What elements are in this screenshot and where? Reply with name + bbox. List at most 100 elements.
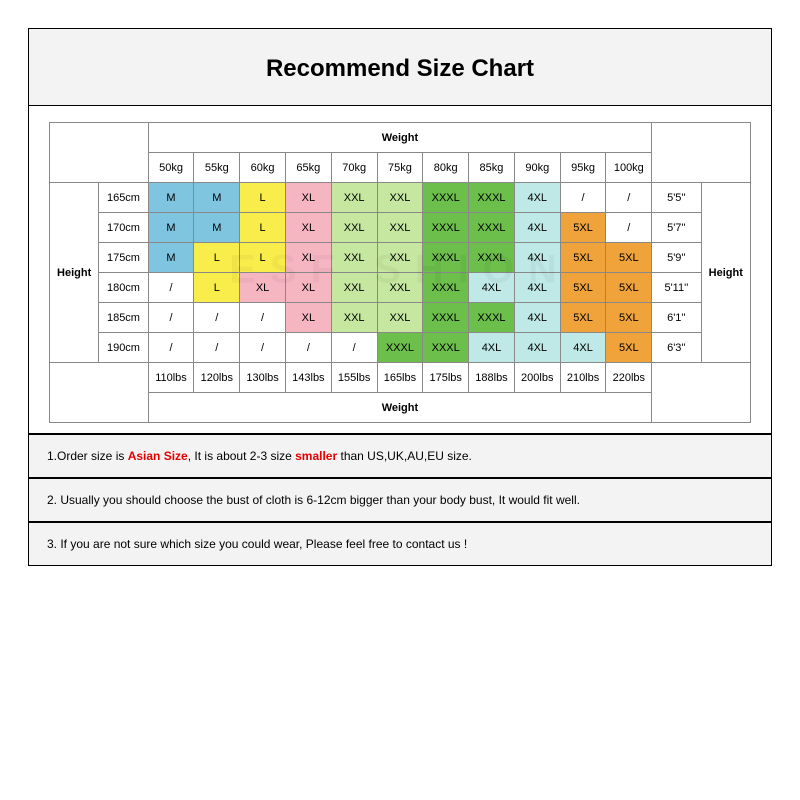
size-cell-3-10: 5XL: [606, 273, 652, 303]
size-chart: ESF SHION Weight50kg55kg60kg65kg70kg75kg…: [29, 106, 771, 433]
note-1-post: than US,UK,AU,EU size.: [337, 449, 472, 463]
size-cell-2-10: 5XL: [606, 243, 652, 273]
height-cm-0: 165cm: [99, 183, 148, 213]
size-cell-5-10: 5XL: [606, 333, 652, 363]
weight-kg-1: 55kg: [194, 153, 240, 183]
weight-kg-5: 75kg: [377, 153, 423, 183]
weight-kg-0: 50kg: [148, 153, 194, 183]
size-cell-4-9: 5XL: [560, 303, 606, 333]
size-cell-1-5: XXL: [377, 213, 423, 243]
size-cell-5-3: /: [285, 333, 331, 363]
size-cell-4-6: XXXL: [423, 303, 469, 333]
size-cell-5-6: XXXL: [423, 333, 469, 363]
size-cell-1-10: /: [606, 213, 652, 243]
size-cell-3-5: XXL: [377, 273, 423, 303]
height-cm-4: 185cm: [99, 303, 148, 333]
height-ft-4: 6'1'': [652, 303, 701, 333]
size-cell-1-9: 5XL: [560, 213, 606, 243]
size-cell-5-1: /: [194, 333, 240, 363]
weight-lbs-4: 155lbs: [331, 363, 377, 393]
weight-kg-6: 80kg: [423, 153, 469, 183]
size-cell-1-7: XXXL: [469, 213, 515, 243]
size-cell-1-8: 4XL: [514, 213, 560, 243]
note-3: 3. If you are not sure which size you co…: [29, 522, 771, 565]
size-cell-0-7: XXXL: [469, 183, 515, 213]
size-cell-5-8: 4XL: [514, 333, 560, 363]
size-cell-3-7: 4XL: [469, 273, 515, 303]
size-cell-4-5: XXL: [377, 303, 423, 333]
size-cell-2-7: XXXL: [469, 243, 515, 273]
size-cell-1-0: M: [148, 213, 194, 243]
weight-lbs-8: 200lbs: [514, 363, 560, 393]
height-ft-3: 5'11'': [652, 273, 701, 303]
size-cell-0-1: M: [194, 183, 240, 213]
size-cell-2-5: XXL: [377, 243, 423, 273]
height-cm-3: 180cm: [99, 273, 148, 303]
size-cell-2-2: L: [240, 243, 286, 273]
size-cell-1-1: M: [194, 213, 240, 243]
size-cell-5-5: XXXL: [377, 333, 423, 363]
corner-bottom-right: [652, 363, 751, 423]
corner-top-right: [652, 123, 751, 183]
size-cell-0-3: XL: [285, 183, 331, 213]
size-cell-2-3: XL: [285, 243, 331, 273]
weight-lbs-6: 175lbs: [423, 363, 469, 393]
weight-lbs-0: 110lbs: [148, 363, 194, 393]
height-ft-2: 5'9'': [652, 243, 701, 273]
size-cell-5-0: /: [148, 333, 194, 363]
size-cell-1-2: L: [240, 213, 286, 243]
size-cell-5-2: /: [240, 333, 286, 363]
size-cell-3-9: 5XL: [560, 273, 606, 303]
weight-header-top: Weight: [148, 123, 652, 153]
size-cell-3-3: XL: [285, 273, 331, 303]
size-cell-3-0: /: [148, 273, 194, 303]
size-cell-1-4: XXL: [331, 213, 377, 243]
size-cell-0-6: XXXL: [423, 183, 469, 213]
weight-lbs-3: 143lbs: [285, 363, 331, 393]
note-1-mid: , It is about 2-3 size: [188, 449, 295, 463]
corner-top-left: [50, 123, 149, 183]
corner-bottom-left: [50, 363, 149, 423]
size-cell-5-4: /: [331, 333, 377, 363]
note-1-em1: Asian Size: [128, 449, 188, 463]
size-cell-5-9: 4XL: [560, 333, 606, 363]
weight-kg-7: 85kg: [469, 153, 515, 183]
height-cm-5: 190cm: [99, 333, 148, 363]
height-ft-0: 5'5'': [652, 183, 701, 213]
note-1: 1.Order size is Asian Size, It is about …: [29, 434, 771, 478]
size-cell-3-6: XXXL: [423, 273, 469, 303]
chart-title: Recommend Size Chart: [29, 29, 771, 106]
size-cell-0-9: /: [560, 183, 606, 213]
size-cell-2-9: 5XL: [560, 243, 606, 273]
weight-kg-4: 70kg: [331, 153, 377, 183]
size-cell-4-7: XXXL: [469, 303, 515, 333]
size-cell-4-0: /: [148, 303, 194, 333]
note-1-em2: smaller: [295, 449, 337, 463]
weight-lbs-9: 210lbs: [560, 363, 606, 393]
size-cell-0-0: M: [148, 183, 194, 213]
note-2: 2. Usually you should choose the bust of…: [29, 478, 771, 522]
size-cell-3-4: XXL: [331, 273, 377, 303]
height-ft-5: 6'3'': [652, 333, 701, 363]
size-cell-2-6: XXXL: [423, 243, 469, 273]
size-cell-4-2: /: [240, 303, 286, 333]
size-cell-0-2: L: [240, 183, 286, 213]
weight-header-bottom: Weight: [148, 393, 652, 423]
size-cell-1-3: XL: [285, 213, 331, 243]
weight-kg-2: 60kg: [240, 153, 286, 183]
size-cell-0-5: XXL: [377, 183, 423, 213]
height-label-right: Height: [701, 183, 750, 363]
size-cell-5-7: 4XL: [469, 333, 515, 363]
height-label-left: Height: [50, 183, 99, 363]
weight-kg-9: 95kg: [560, 153, 606, 183]
size-cell-3-1: L: [194, 273, 240, 303]
weight-kg-10: 100kg: [606, 153, 652, 183]
size-cell-4-1: /: [194, 303, 240, 333]
weight-lbs-5: 165lbs: [377, 363, 423, 393]
size-table: Weight50kg55kg60kg65kg70kg75kg80kg85kg90…: [49, 122, 751, 423]
size-cell-2-0: M: [148, 243, 194, 273]
weight-lbs-2: 130lbs: [240, 363, 286, 393]
size-cell-3-8: 4XL: [514, 273, 560, 303]
size-cell-4-10: 5XL: [606, 303, 652, 333]
weight-kg-8: 90kg: [514, 153, 560, 183]
